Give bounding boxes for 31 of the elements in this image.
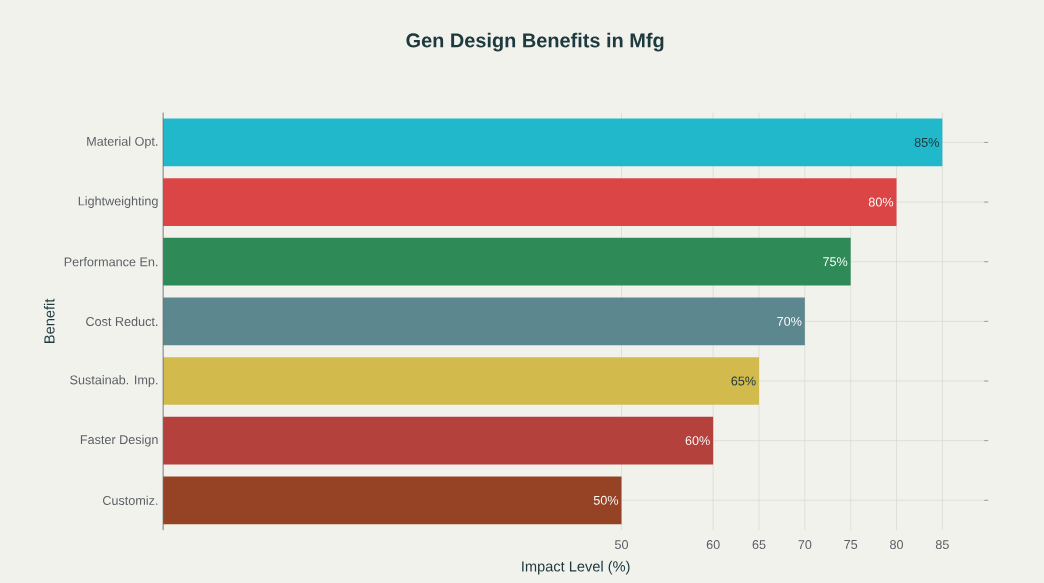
y-tick-label: Cost Reduct. (86, 316, 158, 327)
bar (163, 237, 851, 286)
x-axis-title: Impact Level (%) (522, 560, 630, 575)
bar (163, 118, 943, 167)
data-label: 80% (868, 197, 894, 207)
data-label: 70% (777, 316, 802, 326)
bar (163, 178, 897, 226)
bar (163, 297, 805, 346)
data-label: 50% (593, 495, 619, 505)
bar (163, 476, 622, 525)
x-tick-label: 70 (798, 540, 812, 550)
x-tick-label: 85 (935, 540, 949, 550)
x-tick-label: 50 (614, 540, 629, 550)
data-label: 65% (731, 376, 756, 386)
y-tick-label: Customiz. (102, 495, 158, 505)
bar (163, 416, 714, 465)
y-tick-label: Material Opt. (87, 136, 158, 149)
x-tick-label: 80 (890, 540, 904, 550)
data-label: 85% (914, 138, 939, 147)
data-label: 60% (685, 436, 710, 446)
y-tick-label: Performance En. (64, 257, 158, 267)
x-tick-label: 65 (752, 540, 766, 550)
y-tick-label: Lightweighting (78, 196, 158, 208)
bar (163, 357, 759, 405)
y-axis-title: Benefit (43, 298, 55, 343)
data-label: 75% (823, 257, 848, 267)
x-tick-label: 75 (844, 540, 858, 549)
x-tick-label: 60 (706, 540, 720, 550)
chart-title: Gen Design Benefits in Mfg (406, 32, 664, 52)
y-tick-label: Sustainab. Imp. (70, 375, 158, 387)
y-tick-label: Faster Design (80, 434, 158, 447)
